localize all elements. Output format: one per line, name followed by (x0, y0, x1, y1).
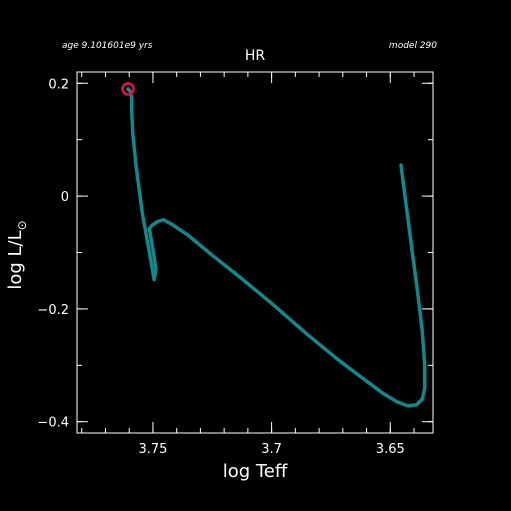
y-axis-label-sun: ⊙ (15, 220, 29, 230)
current-model-marker (121, 82, 135, 96)
y-axis-label-group: log L/L⊙ (5, 220, 29, 289)
x-tick-label: 3.75 (138, 442, 167, 457)
y-tick-label: 0.2 (48, 77, 69, 92)
x-tick-label: 3.65 (376, 442, 405, 457)
y-tick-label: −0.4 (37, 416, 69, 431)
x-tick-label: 3.7 (261, 442, 282, 457)
chart-title: HR (245, 48, 266, 64)
y-tick-label: −0.2 (37, 303, 69, 318)
model-label: model 290 (389, 41, 437, 51)
series-group (121, 82, 427, 408)
evolution-track-line (126, 87, 427, 408)
y-tick-label: 0 (61, 190, 69, 205)
x-axis-label: log Teff (223, 461, 288, 482)
plot-frame (76, 71, 434, 434)
age-label: age 9.101601e9 yrs (62, 41, 153, 51)
y-axis-label-main: log L/L (5, 230, 26, 289)
axis-ticks: 3.75 3.7 3.65 0.2 0 −0.2 −0.4 (37, 72, 433, 457)
y-axis-label: log L/L⊙ (5, 220, 29, 289)
